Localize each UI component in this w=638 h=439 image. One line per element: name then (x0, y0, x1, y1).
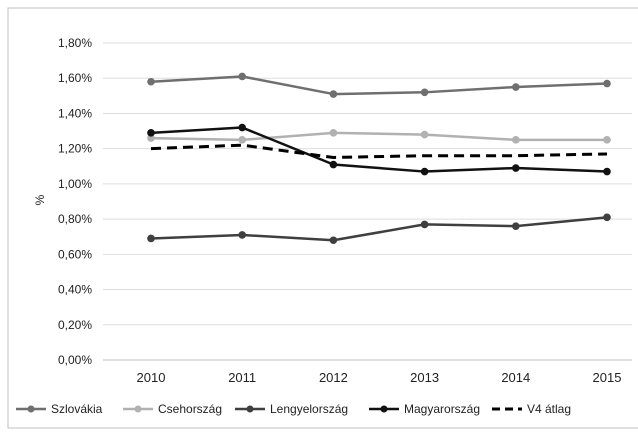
series-v4-atlag (150, 143, 608, 159)
data-point (512, 164, 520, 172)
legend-label: V4 átlag (527, 402, 571, 416)
data-point (329, 160, 338, 169)
x-axis-ticks: 2010 2011 2012 2013 2014 2015 (137, 370, 622, 385)
x-tick-label: 2012 (319, 370, 348, 385)
y-tick-label: 1,80% (58, 36, 92, 50)
legend-item-magyarorszag: Magyarország (369, 402, 480, 416)
series-line (150, 216, 608, 242)
gridlines (103, 42, 632, 361)
data-point (603, 136, 611, 144)
data-point (420, 88, 429, 97)
x-tick-label: 2014 (501, 370, 530, 385)
series-line (150, 131, 607, 142)
y-axis-ticks: 0,00% 0,20% 0,40% 0,60% 0,80% 1,00% 1,20% 1,40%… (58, 36, 92, 367)
data-point (238, 123, 246, 132)
data-point (603, 167, 611, 176)
y-axis-label: % (33, 194, 47, 205)
series-line (150, 126, 608, 173)
series-line (150, 143, 608, 159)
legend-item-v4-atlag: V4 átlag (492, 402, 571, 416)
legend-marker (380, 405, 388, 413)
legend: Szlovákia Csehország Lengyelország Magyaror… (16, 402, 571, 416)
legend-label: Szlovákia (51, 402, 103, 416)
chart-frame (7, 7, 638, 429)
series-lengyelorszag (147, 213, 611, 245)
series-magyarorszag (147, 123, 611, 176)
data-point (238, 231, 246, 239)
y-tick-label: 1,00% (58, 177, 92, 191)
legend-label: Csehország (158, 402, 222, 416)
data-point (238, 72, 246, 81)
data-point (420, 167, 429, 176)
legend-label: Lengyelország (270, 402, 348, 416)
x-tick-label: 2013 (410, 370, 439, 385)
legend-marker (27, 405, 35, 413)
data-point (512, 83, 520, 91)
data-point (147, 134, 155, 142)
data-point (603, 213, 611, 222)
data-point (512, 136, 520, 144)
data-point (603, 79, 611, 88)
legend-label: Magyarország (404, 402, 480, 416)
data-point (147, 77, 155, 86)
data-point (147, 234, 155, 243)
data-point (329, 236, 338, 245)
y-tick-label: 1,40% (58, 106, 92, 120)
data-point (238, 136, 246, 144)
y-tick-label: 1,20% (58, 142, 92, 156)
x-tick-label: 2015 (593, 370, 622, 385)
y-tick-label: 1,60% (58, 71, 92, 85)
data-point (329, 90, 338, 98)
y-tick-label: 0,20% (58, 318, 92, 332)
legend-marker (134, 405, 142, 413)
data-point (512, 222, 520, 230)
data-point (420, 220, 429, 229)
series-line (150, 75, 608, 96)
x-tick-label: 2010 (137, 370, 166, 385)
y-tick-label: 0,60% (58, 247, 92, 261)
legend-item-lengyelorszag: Lengyelország (235, 402, 348, 416)
data-point (329, 129, 338, 137)
y-tick-label: 0,40% (58, 283, 92, 297)
series-lines (147, 72, 611, 245)
y-tick-label: 0,80% (58, 212, 92, 226)
x-tick-label: 2011 (228, 370, 256, 385)
legend-marker (246, 405, 254, 413)
legend-item-csehorszag: Csehország (123, 402, 222, 416)
data-point (420, 130, 429, 139)
series-csehorszag (147, 129, 611, 144)
y-tick-label: 0,00% (58, 353, 92, 367)
data-point (147, 129, 155, 137)
legend-item-szlovakia: Szlovákia (16, 402, 103, 416)
series-szlovakia (147, 72, 611, 98)
